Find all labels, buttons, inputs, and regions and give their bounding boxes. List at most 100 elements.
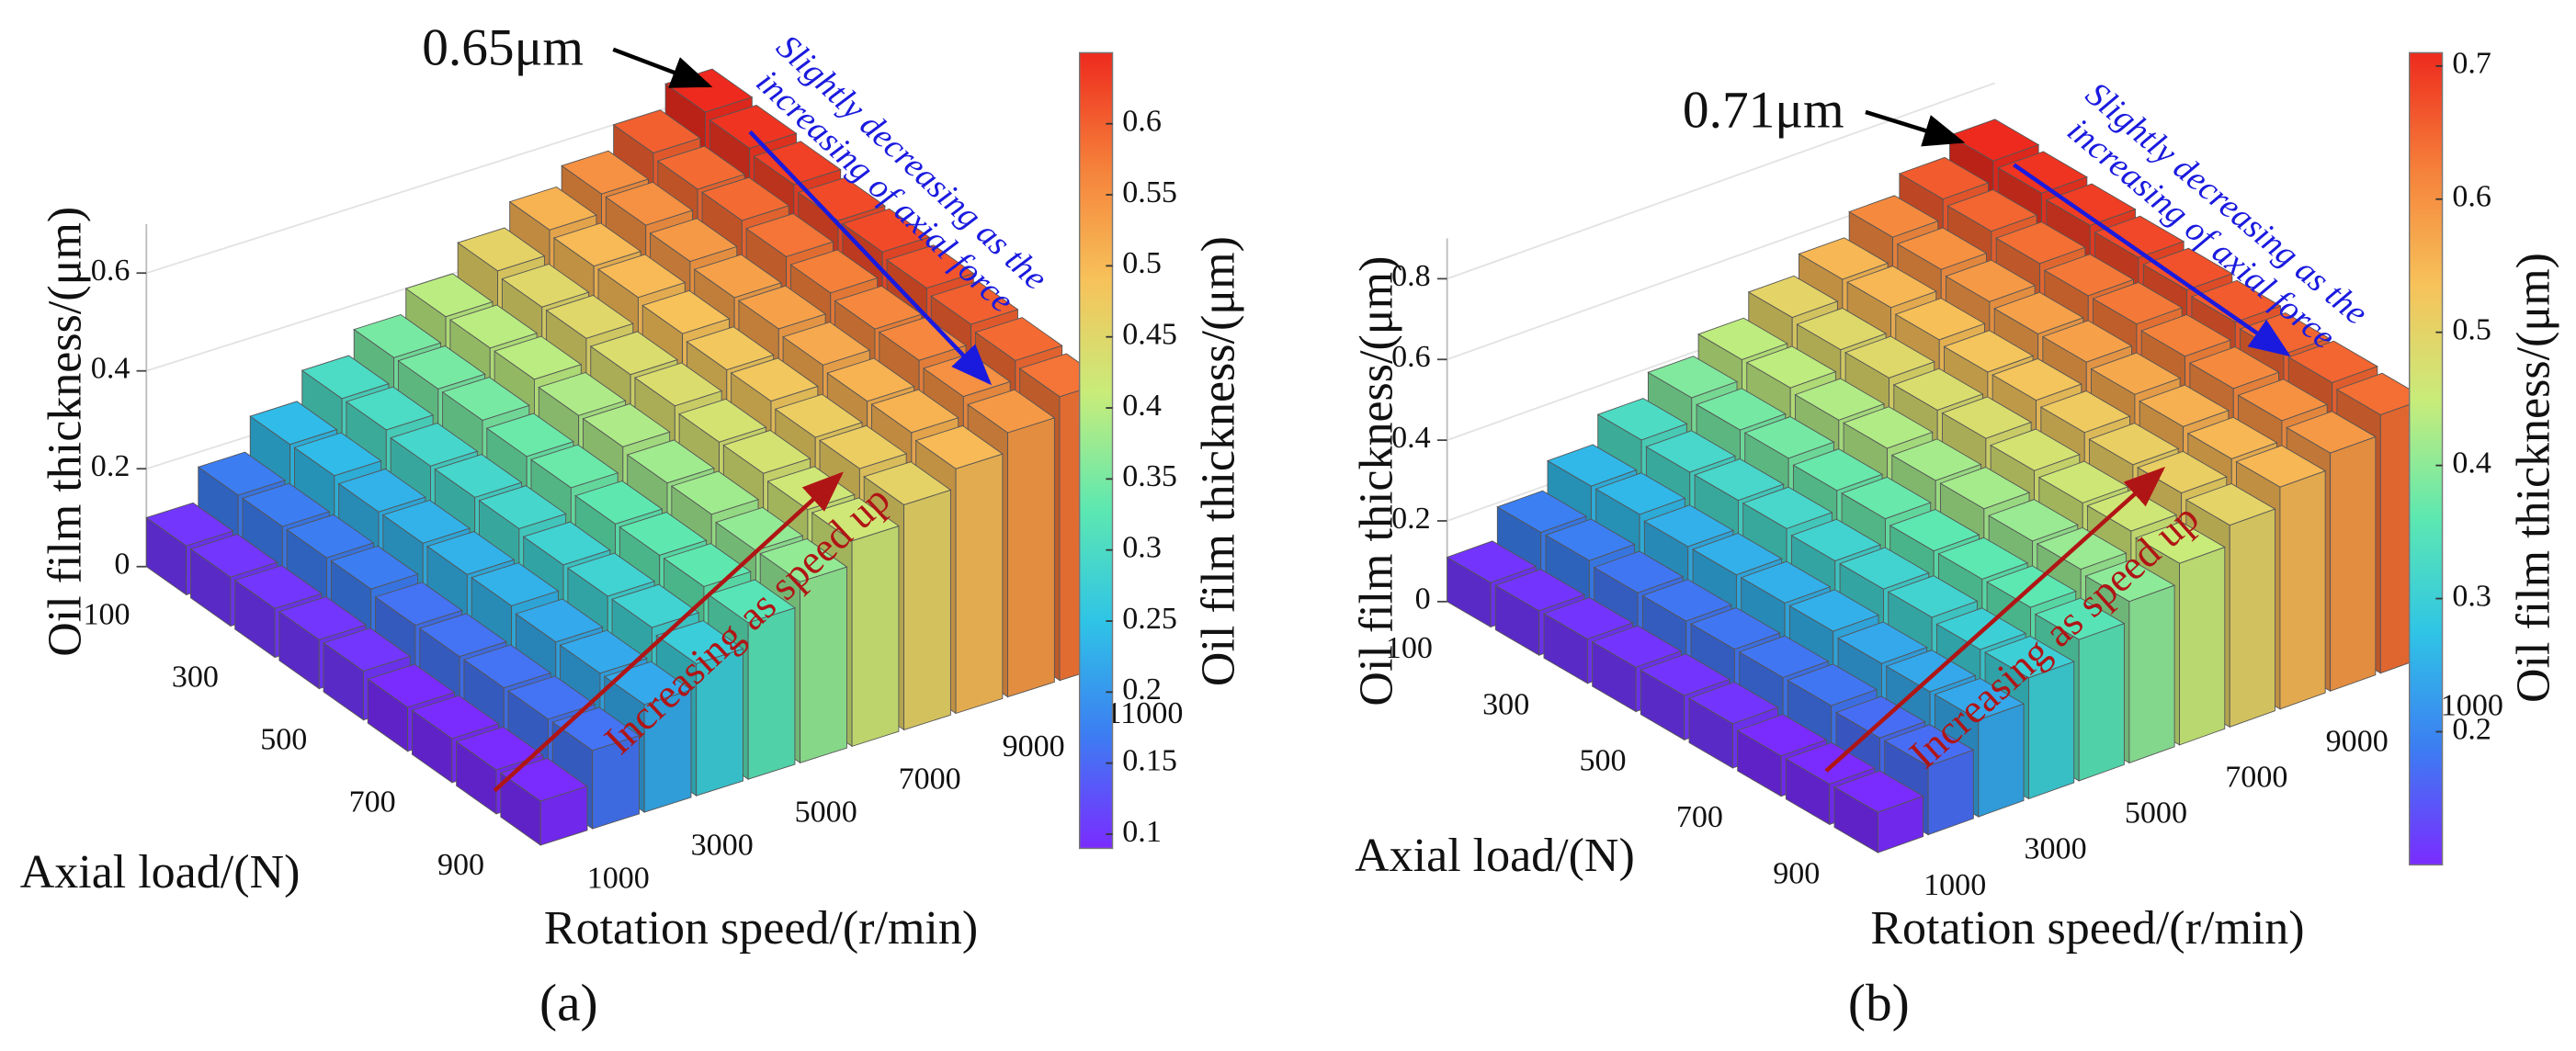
- bar-top: [337, 468, 426, 513]
- bar-top: [1898, 156, 1990, 200]
- bar-top: [737, 285, 827, 330]
- colorbar-tick-label: 0.45: [1122, 318, 1177, 352]
- bar-top: [278, 596, 368, 640]
- x-tick-label: 7000: [899, 763, 961, 797]
- bar-top: [759, 537, 848, 582]
- bar-top: [678, 398, 767, 443]
- bar-top: [397, 345, 486, 390]
- bar-top: [1494, 569, 1585, 612]
- bar-top: [641, 289, 731, 334]
- y-tick-label: 700: [349, 785, 396, 819]
- colorbar-tick-label: 0.4: [1122, 389, 1162, 423]
- bar-top: [508, 186, 597, 231]
- bar-top: [1997, 151, 2088, 194]
- bar-top: [618, 512, 708, 556]
- bar-top: [974, 317, 1063, 361]
- bar-top: [1834, 695, 1926, 739]
- bar-top: [485, 412, 574, 458]
- y-tick-label: 500: [260, 723, 307, 757]
- bar-top: [1546, 444, 1638, 487]
- z-tick-label: 0.6: [91, 254, 131, 288]
- panel: 0 0.2 0.4 0.6 0.8 100 300 500 700 900 1000 3000 5000…: [1351, 47, 2560, 1033]
- x-tick-label: 7000: [2225, 760, 2287, 794]
- bar-front: [1007, 417, 1055, 698]
- bar-top: [2188, 346, 2280, 390]
- bar-top: [2039, 390, 2131, 434]
- bar-top: [404, 273, 494, 318]
- bar-top: [1794, 378, 1886, 421]
- bar-top: [611, 583, 700, 628]
- bar-top: [501, 263, 590, 308]
- bar-top: [2235, 445, 2327, 488]
- bar-top: [434, 454, 523, 498]
- bar-top: [2142, 247, 2233, 291]
- bar-top: [1984, 635, 2075, 679]
- colorbar-tick-label: 0.6: [2452, 180, 2491, 214]
- bar-top: [649, 218, 738, 263]
- bar-top: [2045, 183, 2137, 226]
- bar-top: [1742, 486, 1833, 529]
- colorbar-label: Oil film thickness/(μm): [2508, 253, 2560, 703]
- bar-top: [2092, 281, 2184, 325]
- x-tick-label: 5000: [795, 796, 857, 830]
- bar-top: [2137, 450, 2228, 494]
- colorbar-tick-label: 0.55: [1122, 175, 1177, 209]
- bar: [1833, 770, 1924, 853]
- bar-top: [566, 552, 656, 597]
- annotation-arrow: [1865, 109, 1966, 147]
- bar-top: [1890, 438, 1982, 481]
- bar-top: [1796, 307, 1888, 351]
- bar-top: [722, 429, 811, 474]
- annotation-arrow: [612, 47, 713, 88]
- bar-top: [2034, 597, 2126, 640]
- y-tick-label: 900: [437, 848, 484, 882]
- bar-top: [1948, 119, 2040, 162]
- bar-top: [1641, 579, 1733, 622]
- bar-top: [1844, 335, 1935, 379]
- bar-top: [1736, 714, 1828, 757]
- colorbar-tick-label: 0.25: [1122, 602, 1177, 636]
- bar-top: [1496, 490, 1588, 533]
- bar-top: [1647, 356, 1739, 399]
- bar-top: [1846, 266, 1937, 309]
- bar-top: [1643, 504, 1735, 548]
- bar-top: [1848, 195, 1939, 238]
- bar-top: [1640, 653, 1731, 696]
- bar-top: [1691, 532, 1783, 576]
- z-tick-label: 0: [1415, 582, 1431, 616]
- y-tick-label: 100: [1386, 631, 1433, 665]
- bar-top: [1894, 298, 1986, 341]
- peak-annotation: 0.71μm: [1683, 82, 1844, 140]
- bar-top: [374, 582, 463, 627]
- bar-top: [2287, 340, 2378, 383]
- z-tick-label: 0.2: [91, 449, 131, 483]
- bar-top: [612, 109, 701, 153]
- y-tick-label: 900: [1773, 857, 1820, 891]
- bar-top: [686, 326, 775, 371]
- bar-top: [515, 598, 604, 643]
- bar-top: [293, 432, 382, 477]
- y-tick-label: 300: [1482, 687, 1529, 721]
- bar-top: [197, 451, 286, 496]
- z-tick-label: 0: [114, 548, 130, 582]
- bar-top: [655, 620, 744, 664]
- bar-top: [418, 613, 507, 658]
- bar-top: [471, 562, 560, 606]
- x-tick-label: 5000: [2125, 797, 2187, 831]
- bar-top: [1740, 560, 1832, 604]
- x-tick-label: 11000: [1106, 696, 1184, 730]
- y-tick-label: 500: [1580, 744, 1627, 778]
- bar-front: [903, 489, 951, 731]
- bar-top: [870, 389, 959, 434]
- bar-top: [559, 629, 648, 674]
- bar-top: [1798, 237, 1889, 280]
- colorbar-tick-label: 0.35: [1122, 459, 1177, 493]
- bar-top: [2090, 352, 2182, 395]
- bar-top: [1937, 537, 2029, 580]
- colorbar-tick-label: 0.7: [2452, 47, 2491, 81]
- bar-top: [1542, 596, 1634, 640]
- bar-top: [426, 531, 516, 575]
- bar-top: [826, 357, 915, 402]
- bar-top: [774, 393, 864, 438]
